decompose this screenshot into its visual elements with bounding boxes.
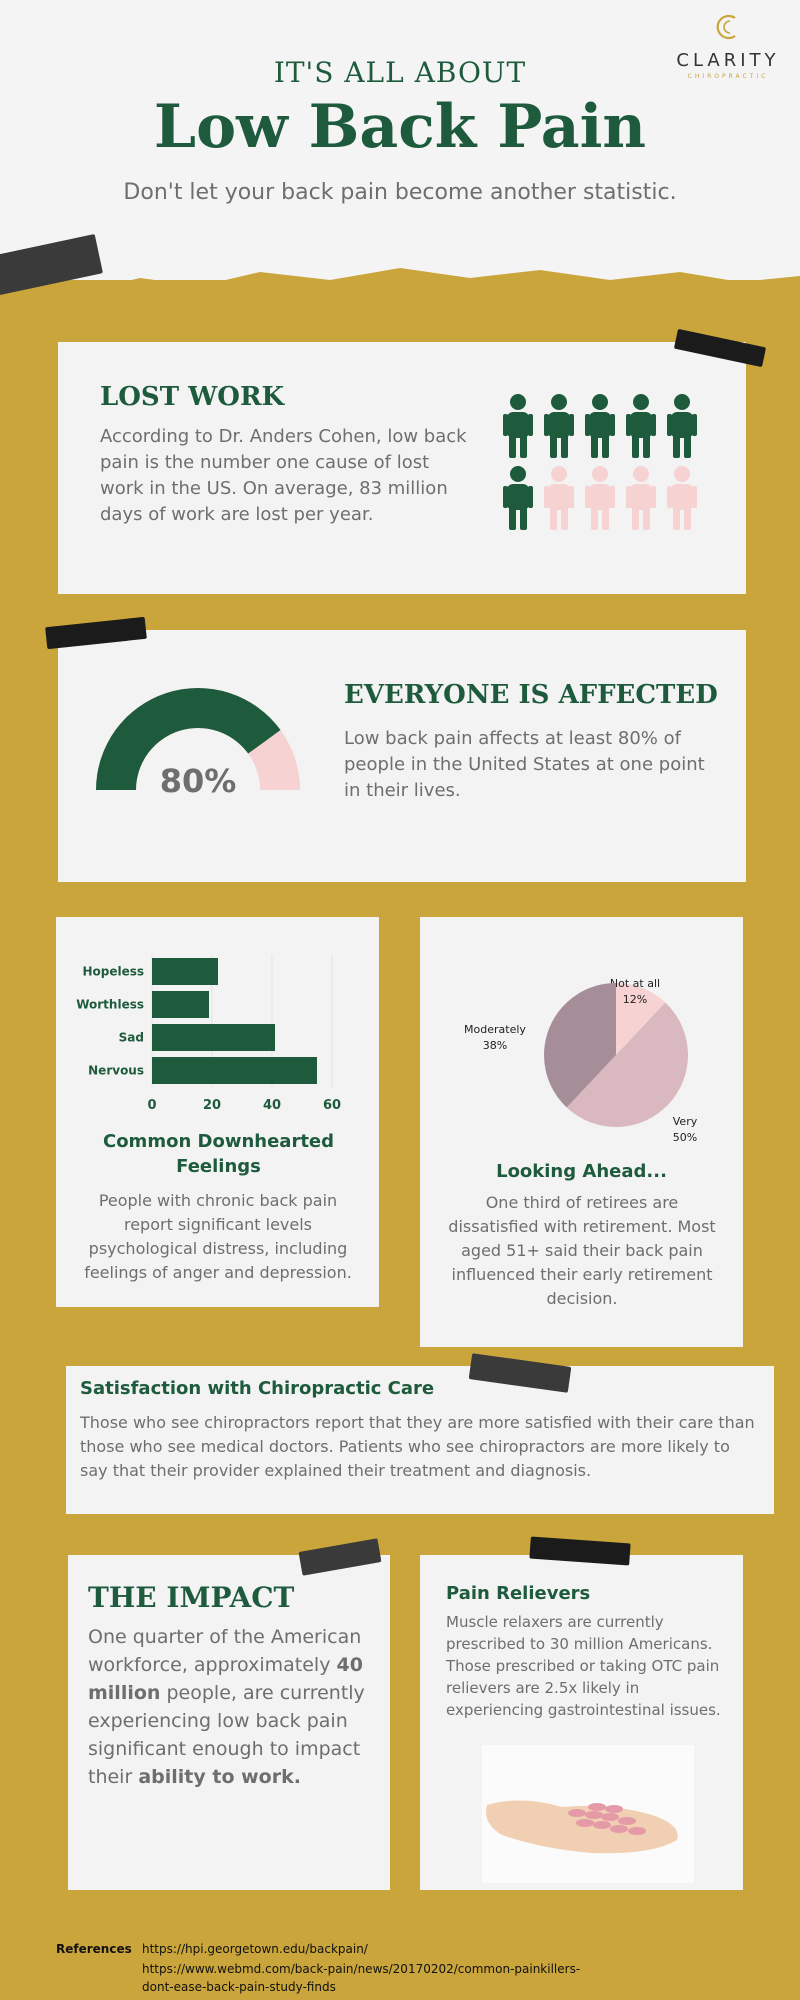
x-tick-label: 40 xyxy=(263,1098,281,1113)
people-pictogram xyxy=(503,394,697,530)
category-label: Nervous xyxy=(88,1064,144,1078)
pie-value-label: 38% xyxy=(483,1039,507,1052)
reference-link[interactable]: dont-ease-back-pain-study-finds xyxy=(142,1980,336,1994)
affected-title: EVERYONE IS AFFECTED xyxy=(344,680,718,710)
feelings-title: Common Downhearted Feelings xyxy=(102,1131,335,1177)
person-icon xyxy=(503,466,533,530)
relievers-title: Pain Relievers xyxy=(446,1583,591,1604)
impact-card: THE IMPACT One quarter of the American w… xyxy=(68,1555,390,1890)
category-label: Hopeless xyxy=(82,965,144,979)
bar xyxy=(152,1057,317,1084)
feelings-card: 0 20 40 60 Hopeless Worthless Sad Nervous Commo… xyxy=(56,917,379,1307)
person-icon xyxy=(585,394,615,458)
pills-in-hand-image xyxy=(482,1745,694,1883)
lost-work-card: LOST WORK According to Dr. Anders Cohen,… xyxy=(58,342,746,594)
impact-bold-ability: ability to work. xyxy=(138,1766,301,1788)
ahead-text: One third of retirees are dissatisfied w… xyxy=(448,1193,716,1308)
ahead-card: Not at all 12% Very 50% Moderately 38% Lookin… xyxy=(420,917,743,1347)
references-label: References xyxy=(56,1942,132,1956)
impact-title: THE IMPACT xyxy=(88,1581,295,1614)
impact-text: One quarter of the American workforce, a… xyxy=(88,1626,365,1788)
bar xyxy=(152,958,218,985)
x-tick-label: 0 xyxy=(147,1098,156,1113)
relievers-card: Pain Relievers Muscle relaxers are curre… xyxy=(420,1555,743,1890)
brand-sub: CHIROPRACTIC xyxy=(687,73,769,80)
page-subtitle: Don't let your back pain become another … xyxy=(123,180,677,205)
ahead-title: Looking Ahead... xyxy=(496,1161,667,1182)
person-icon xyxy=(626,394,656,458)
header-kicker: IT'S ALL ABOUT xyxy=(273,56,527,89)
person-icon xyxy=(544,394,574,458)
gauge-label: 80% xyxy=(160,762,237,800)
relievers-text: Muscle relaxers are currently prescribed… xyxy=(446,1613,721,1719)
lost-work-title: LOST WORK xyxy=(100,382,285,412)
affected-card: 80% EVERYONE IS AFFECTED Low back pain a… xyxy=(58,630,746,882)
torn-edge xyxy=(0,268,800,310)
x-tick-label: 60 xyxy=(323,1098,341,1113)
logo: CLARITY CHIROPRACTIC xyxy=(668,10,788,85)
gauge-chart: 80% xyxy=(96,688,300,800)
satisfaction-title: Satisfaction with Chiropractic Care xyxy=(80,1378,435,1399)
person-icon xyxy=(626,466,656,530)
satisfaction-card: Satisfaction with Chiropractic Care Thos… xyxy=(66,1366,774,1514)
pie-slice xyxy=(544,983,616,1108)
page-title: Low Back Pain xyxy=(153,92,647,162)
lost-work-text: According to Dr. Anders Cohen, low back … xyxy=(100,426,467,525)
reference-link[interactable]: https://hpi.georgetown.edu/backpain/ xyxy=(142,1942,368,1956)
category-label: Worthless xyxy=(76,998,144,1012)
person-icon xyxy=(585,466,615,530)
x-tick-label: 20 xyxy=(203,1098,221,1113)
retirement-pie-chart: Not at all 12% Very 50% Moderately 38% xyxy=(464,977,698,1144)
pie-label: Not at all xyxy=(610,977,660,990)
reference-link[interactable]: https://www.webmd.com/back-pain/news/201… xyxy=(142,1962,581,1976)
feelings-text: People with chronic back pain report sig… xyxy=(84,1191,352,1282)
pie-value-label: 12% xyxy=(623,993,647,1006)
bar xyxy=(152,991,209,1018)
bar xyxy=(152,1024,275,1051)
person-icon xyxy=(503,394,533,458)
brand-name: CLARITY xyxy=(676,50,780,71)
affected-text: Low back pain affects at least 80% of pe… xyxy=(344,728,705,801)
pie-slice xyxy=(566,1002,688,1127)
person-icon xyxy=(667,394,697,458)
pie-label: Moderately xyxy=(464,1023,526,1036)
person-icon xyxy=(667,466,697,530)
c-swirl-icon xyxy=(716,14,736,40)
person-icon xyxy=(544,466,574,530)
pie-slice xyxy=(616,983,666,1055)
satisfaction-text: Those who see chiropractors report that … xyxy=(80,1413,755,1480)
feelings-bar-chart: 0 20 40 60 Hopeless Worthless Sad Nervous xyxy=(76,955,341,1113)
category-label: Sad xyxy=(119,1031,144,1045)
pie-label: Very xyxy=(673,1115,698,1128)
pie-value-label: 50% xyxy=(673,1131,697,1144)
impact-bold-number: 40 million xyxy=(88,1654,363,1704)
